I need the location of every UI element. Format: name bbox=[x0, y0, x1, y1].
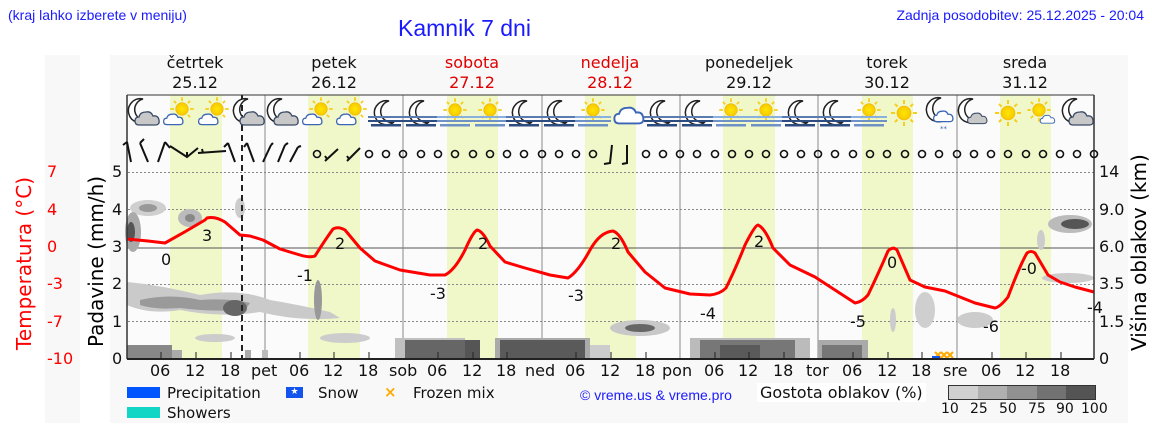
x-tick: 18 bbox=[358, 361, 379, 380]
temp-annotation: -3 bbox=[568, 286, 584, 305]
cloud-density-label: Gostota oblakov (%) bbox=[757, 383, 926, 402]
density-tick: 75 bbox=[1028, 401, 1046, 417]
temp-annotation: 0 bbox=[161, 250, 172, 269]
cloud-tick: 9.0 bbox=[1099, 200, 1125, 219]
x-tick: 18 bbox=[1050, 361, 1071, 380]
precip-tick: 5 bbox=[112, 162, 123, 181]
temp-annotation: 2 bbox=[611, 234, 622, 253]
x-tick: 12 bbox=[738, 361, 759, 380]
temperature-line bbox=[126, 216, 1095, 310]
temp-tick: 4 bbox=[47, 200, 58, 219]
cloud-density-overlay bbox=[125, 198, 1094, 359]
precip-tick: 1 bbox=[112, 312, 123, 331]
temp-tick: 0 bbox=[47, 237, 58, 256]
cloud-tick: 0 bbox=[1099, 349, 1110, 368]
temp-tick: -7 bbox=[47, 312, 63, 331]
frozen-mix-icon: × bbox=[384, 383, 397, 401]
x-tick: 06 bbox=[150, 361, 171, 380]
temp-annotation: 3 bbox=[202, 226, 213, 245]
legend-showers: Showers bbox=[167, 404, 231, 422]
day-label-fri: petek 26.12 bbox=[311, 53, 357, 92]
x-tick: 12 bbox=[1015, 361, 1036, 380]
x-tick: 12 bbox=[462, 361, 483, 380]
legend-precipitation: Precipitation bbox=[167, 384, 261, 402]
density-tick: 100 bbox=[1081, 401, 1108, 417]
day-label-sun: nedelja 28.12 bbox=[580, 53, 640, 92]
x-tick: 06 bbox=[565, 361, 586, 380]
cloud-density-scale bbox=[948, 385, 1096, 400]
x-tick: pet bbox=[251, 361, 278, 380]
precipitation-swatch bbox=[127, 387, 160, 398]
day-label-mon: ponedeljek 29.12 bbox=[705, 53, 793, 92]
x-tick: 06 bbox=[427, 361, 448, 380]
temp-annotation: -6 bbox=[983, 317, 999, 336]
day-label-sat: sobota 27.12 bbox=[444, 53, 500, 92]
x-tick: sob bbox=[389, 361, 418, 380]
calm-wind-circles bbox=[364, 149, 1099, 159]
cloud-tick: 3.5 bbox=[1099, 274, 1125, 293]
precip-tick: 4 bbox=[112, 200, 123, 219]
precip-tick: 3 bbox=[112, 237, 123, 256]
temp-annotation: -4 bbox=[700, 304, 716, 323]
precip-tick: 0 bbox=[112, 349, 123, 368]
temp-axis-panel bbox=[45, 55, 80, 423]
legend-frozen-mix: Frozen mix bbox=[413, 384, 495, 402]
cloud-tick: 6.0 bbox=[1099, 237, 1125, 256]
weather-icons-row: ** bbox=[127, 96, 1094, 133]
temp-annotation: -4 bbox=[1087, 298, 1103, 317]
x-tick: 06 bbox=[981, 361, 1002, 380]
day-label-tue: torek 30.12 bbox=[864, 53, 910, 92]
temp-annotation: 2 bbox=[478, 234, 489, 253]
x-tick: 18 bbox=[220, 361, 241, 380]
density-tick: 25 bbox=[970, 401, 988, 417]
density-tick: 10 bbox=[941, 401, 959, 417]
density-tick: 50 bbox=[999, 401, 1017, 417]
cloud-tick: 1.5 bbox=[1099, 312, 1125, 331]
density-tick: 90 bbox=[1056, 401, 1074, 417]
temp-annotation: 2 bbox=[335, 234, 346, 253]
x-tick: 12 bbox=[323, 361, 344, 380]
region-hint[interactable]: (kraj lahko izberete v meniju) bbox=[8, 7, 187, 23]
copyright-link[interactable]: © vreme.us & vreme.pro bbox=[580, 387, 732, 403]
svg-text:**: ** bbox=[940, 125, 948, 133]
x-tick: 18 bbox=[496, 361, 517, 380]
cloud-tick: 14 bbox=[1099, 162, 1120, 181]
day-label-wed: sreda 31.12 bbox=[1002, 53, 1048, 92]
x-tick: pon bbox=[662, 361, 693, 380]
x-tick: 12 bbox=[877, 361, 898, 380]
temp-tick: -10 bbox=[47, 349, 74, 368]
temp-annotation: -1 bbox=[297, 266, 313, 285]
x-tick: 06 bbox=[289, 361, 310, 380]
x-tick: 18 bbox=[635, 361, 656, 380]
x-tick: ned bbox=[525, 361, 556, 380]
x-tick: 06 bbox=[842, 361, 863, 380]
temp-annotation: -5 bbox=[850, 312, 866, 331]
temp-annotation: 0 bbox=[887, 253, 898, 272]
last-update: Zadnja posodobitev: 25.12.2025 - 20:04 bbox=[896, 7, 1144, 23]
precip-tick: 2 bbox=[112, 274, 123, 293]
legend-snow: Snow bbox=[318, 384, 359, 402]
page-title: Kamnik 7 dni bbox=[398, 15, 531, 41]
day-label-thu: četrtek 25.12 bbox=[166, 53, 224, 92]
temp-annotation: -3 bbox=[430, 284, 446, 303]
x-tick: 06 bbox=[704, 361, 725, 380]
temp-tick: 7 bbox=[47, 162, 58, 181]
snow-icon: ★ bbox=[286, 387, 303, 398]
temp-annotation: 2 bbox=[754, 232, 765, 251]
showers-swatch bbox=[127, 407, 160, 418]
x-tick: 18 bbox=[911, 361, 932, 380]
x-tick: 18 bbox=[773, 361, 794, 380]
x-tick: 12 bbox=[185, 361, 206, 380]
x-tick: 12 bbox=[600, 361, 621, 380]
temp-annotation: -0 bbox=[1021, 259, 1037, 278]
x-tick: tor bbox=[806, 361, 829, 380]
wind-barbs-row bbox=[122, 138, 628, 165]
x-tick: sre bbox=[943, 361, 968, 380]
temp-tick: -3 bbox=[47, 274, 63, 293]
